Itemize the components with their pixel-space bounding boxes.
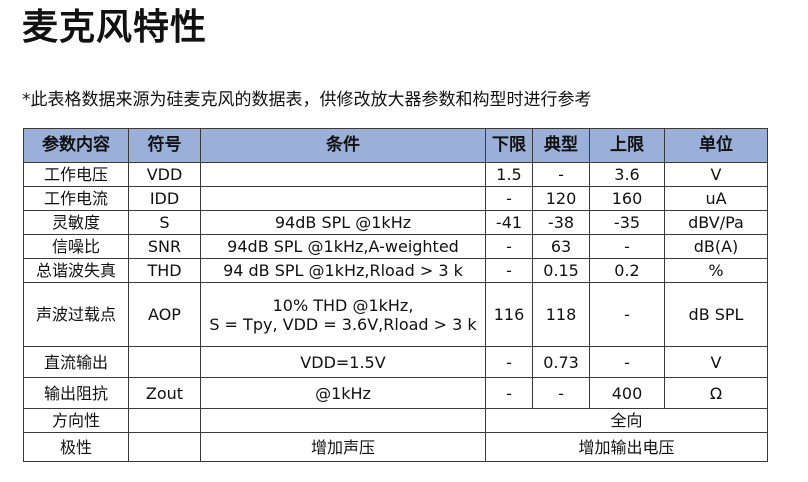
cell-max: - [589, 234, 665, 259]
header-symbol: 符号 [128, 128, 201, 163]
cell-unit: % [664, 258, 768, 283]
cell-typ: 0.15 [532, 258, 590, 283]
cell-condition [200, 408, 486, 433]
table-row: 工作电流 IDD - 120 160 uA [23, 186, 768, 211]
cell-symbol: AOP [128, 282, 201, 347]
cell-symbol: VDD [128, 162, 201, 187]
table-row: 总谐波失真 THD 94 dB SPL @1kHz,Rload > 3 k - … [23, 258, 768, 283]
cell-unit: dBV/Pa [664, 210, 768, 235]
condition-line: S = Tpy, VDD = 3.6V,Rload > 3 k [209, 314, 477, 334]
cell-param: 声波过载点 [23, 282, 129, 347]
source-note: *此表格数据来源为硅麦克风的数据表，供修改放大器参数和构型时进行参考 [22, 90, 592, 110]
header-condition: 条件 [200, 128, 486, 163]
cell-max: 160 [589, 186, 665, 211]
page-title: 麦克风特性 [22, 7, 208, 48]
cell-condition: 94 dB SPL @1kHz,Rload > 3 k [200, 258, 486, 283]
cell-param: 直流输出 [23, 346, 129, 378]
cell-min: - [485, 186, 533, 211]
cell-typ: 118 [532, 282, 590, 347]
header-max: 上限 [589, 128, 665, 163]
cell-param: 方向性 [23, 408, 129, 433]
cell-max: - [589, 282, 665, 347]
cell-param: 总谐波失真 [23, 258, 129, 283]
cell-unit: V [664, 162, 768, 187]
cell-param: 信噪比 [23, 234, 129, 259]
cell-max: - [589, 346, 665, 378]
table-row: 信噪比 SNR 94dB SPL @1kHz,A-weighted - 63 -… [23, 234, 768, 259]
cell-condition: 增加声压 [200, 432, 486, 462]
cell-param: 灵敏度 [23, 210, 129, 235]
header-param: 参数内容 [23, 128, 129, 163]
cell-symbol [128, 408, 201, 433]
cell-symbol: THD [128, 258, 201, 283]
cell-min: 1.5 [485, 162, 533, 187]
mic-spec-table: 参数内容 符号 条件 下限 典型 上限 单位 工作电压 VDD 1.5 - 3.… [23, 128, 768, 462]
cell-condition: VDD=1.5V [200, 346, 486, 378]
header-typ: 典型 [532, 128, 590, 163]
cell-value: 增加输出电压 [485, 432, 768, 462]
table-row: 输出阻抗 Zout @1kHz - - 400 Ω [23, 377, 768, 409]
header-row: 参数内容 符号 条件 下限 典型 上限 单位 [23, 128, 768, 163]
cell-symbol: Zout [128, 377, 201, 409]
cell-typ: 120 [532, 186, 590, 211]
cell-max: 0.2 [589, 258, 665, 283]
cell-min: - [485, 234, 533, 259]
cell-min: - [485, 346, 533, 378]
cell-max: 400 [589, 377, 665, 409]
condition-line: 10% THD @1kHz, [272, 295, 414, 315]
table-row: 方向性 全向 [23, 408, 768, 433]
cell-unit: V [664, 346, 768, 378]
cell-max: -35 [589, 210, 665, 235]
cell-typ: - [532, 377, 590, 409]
cell-symbol [128, 346, 201, 378]
cell-param: 工作电压 [23, 162, 129, 187]
cell-param: 极性 [23, 432, 129, 462]
cell-symbol: SNR [128, 234, 201, 259]
header-min: 下限 [485, 128, 533, 163]
cell-condition [200, 162, 486, 187]
cell-param: 工作电流 [23, 186, 129, 211]
table-row: 工作电压 VDD 1.5 - 3.6 V [23, 162, 768, 187]
table-row: 直流输出 VDD=1.5V - 0.73 - V [23, 346, 768, 378]
header-unit: 单位 [664, 128, 768, 163]
cell-symbol: S [128, 210, 201, 235]
cell-typ: 0.73 [532, 346, 590, 378]
cell-typ: -38 [532, 210, 590, 235]
cell-condition [200, 186, 486, 211]
cell-value: 全向 [485, 408, 768, 433]
table-row: 灵敏度 S 94dB SPL @1kHz -41 -38 -35 dBV/Pa [23, 210, 768, 235]
cell-min: - [485, 377, 533, 409]
cell-max: 3.6 [589, 162, 665, 187]
cell-unit: uA [664, 186, 768, 211]
table-row: 极性 增加声压 增加输出电压 [23, 432, 768, 462]
cell-condition: 94dB SPL @1kHz [200, 210, 486, 235]
cell-unit: Ω [664, 377, 768, 409]
cell-symbol: IDD [128, 186, 201, 211]
cell-typ: - [532, 162, 590, 187]
cell-unit: dB(A) [664, 234, 768, 259]
table-row: 声波过载点 AOP 10% THD @1kHz, S = Tpy, VDD = … [23, 282, 768, 347]
cell-param: 输出阻抗 [23, 377, 129, 409]
cell-condition: @1kHz [200, 377, 486, 409]
cell-min: - [485, 258, 533, 283]
cell-min: 116 [485, 282, 533, 347]
cell-symbol [128, 432, 201, 462]
cell-unit: dB SPL [664, 282, 768, 347]
cell-condition: 10% THD @1kHz, S = Tpy, VDD = 3.6V,Rload… [200, 282, 486, 347]
cell-min: -41 [485, 210, 533, 235]
cell-typ: 63 [532, 234, 590, 259]
cell-condition: 94dB SPL @1kHz,A-weighted [200, 234, 486, 259]
